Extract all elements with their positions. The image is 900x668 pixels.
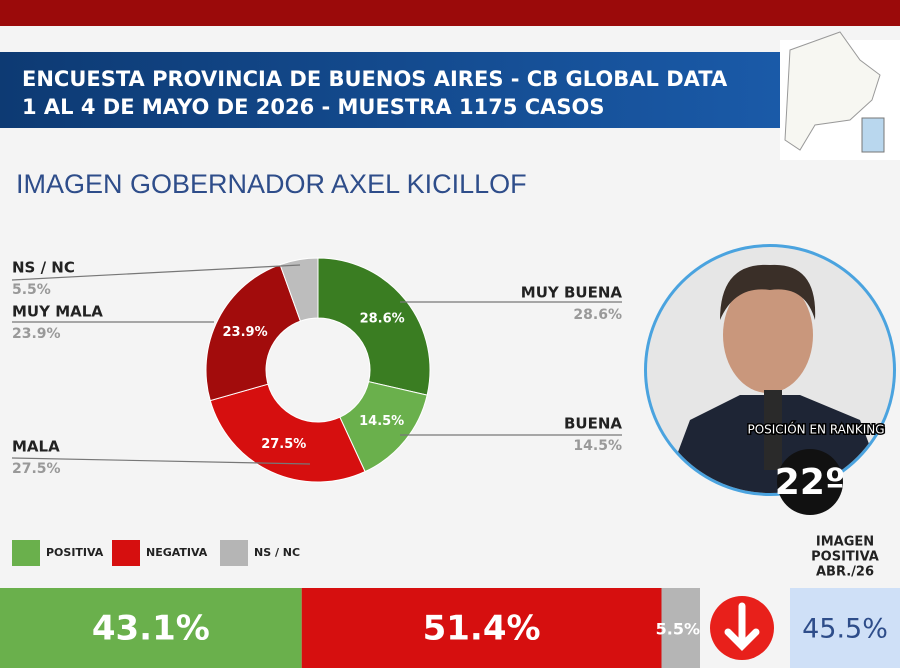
down-arrow — [724, 602, 760, 651]
slice-label: 27.5% — [261, 437, 306, 452]
category-label: NS / NC — [12, 259, 75, 277]
legend-swatch — [112, 540, 140, 566]
legend-label: NS / NC — [254, 546, 300, 559]
photo-hair — [720, 264, 816, 320]
legend-label: POSITIVA — [46, 546, 104, 559]
category-label: BUENA — [564, 415, 622, 433]
category-value: 28.6% — [573, 307, 622, 323]
top-band — [0, 0, 900, 26]
donut-slice — [279, 257, 319, 322]
category-value: 27.5% — [12, 461, 61, 477]
summary-label: 5.5% — [656, 620, 700, 639]
leader-line — [11, 264, 301, 281]
category-value: 23.9% — [12, 326, 61, 342]
legend-swatch — [220, 540, 248, 566]
photo-mic — [764, 390, 782, 470]
legend-label: NEGATIVA — [146, 546, 208, 559]
legend-swatch — [12, 540, 40, 566]
previous-label-line: ABR./26 — [816, 565, 874, 580]
category-label: MUY MALA — [12, 303, 103, 321]
header-line: 1 AL 4 DE MAYO DE 2026 - MUESTRA 1175 CA… — [22, 95, 605, 119]
summary-segment — [301, 588, 662, 668]
photo-face — [723, 277, 813, 393]
header-band — [0, 52, 780, 128]
donut-slice — [317, 257, 431, 396]
leader-line — [11, 457, 311, 465]
category-value: 14.5% — [573, 438, 622, 454]
ranking-label: POSICIÓN EN RANKING — [747, 422, 884, 437]
summary-label: 51.4% — [423, 609, 541, 649]
map — [784, 31, 881, 151]
chart-title: IMAGEN GOBERNADOR AXEL KICILLOF — [16, 169, 527, 199]
slice-label: 14.5% — [359, 414, 404, 429]
summary-segment — [0, 588, 302, 668]
previous-label-line: POSITIVA — [811, 550, 879, 565]
previous-box — [790, 588, 900, 668]
category-label: MALA — [12, 438, 60, 456]
ranking-value: 22º — [775, 462, 845, 503]
photo — [644, 244, 896, 496]
summary-label: 43.1% — [92, 609, 210, 649]
summary-segment — [661, 588, 700, 668]
previous-label-line: IMAGEN — [816, 535, 874, 550]
category-label: MUY BUENA — [521, 284, 623, 302]
donut-slice — [205, 263, 302, 402]
previous-value: 45.5% — [802, 614, 888, 645]
slice-label: 23.9% — [223, 325, 268, 340]
map-inset — [861, 117, 885, 153]
ranking-badge — [777, 449, 843, 515]
category-value: 5.5% — [12, 282, 51, 298]
slice-label: 28.6% — [360, 311, 405, 326]
donut-slice — [209, 383, 366, 483]
header-line: ENCUESTA PROVINCIA DE BUENOS AIRES - CB … — [22, 67, 728, 91]
